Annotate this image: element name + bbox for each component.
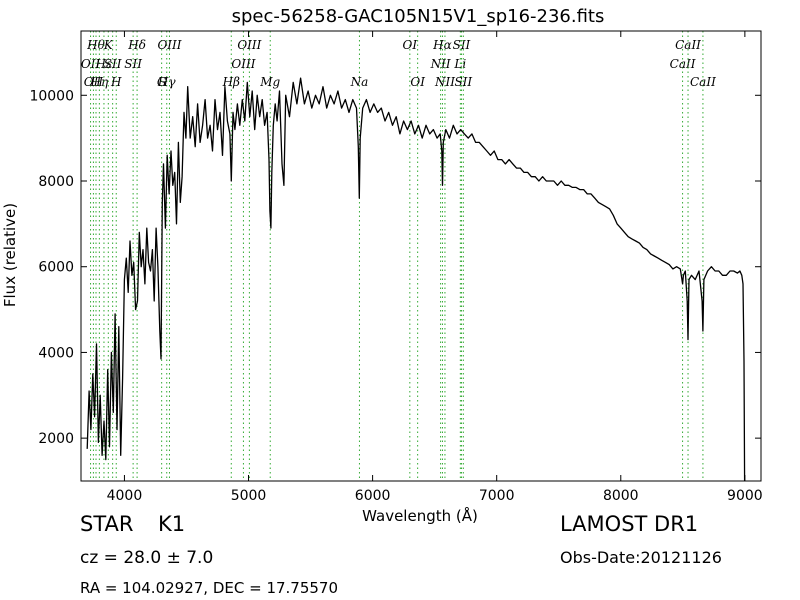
line-label-9: Hδ xyxy=(127,38,146,52)
sky-coordinates: RA = 104.02927, DEC = 17.75570 xyxy=(80,579,339,597)
line-label-26: CaII xyxy=(670,57,696,71)
line-label-18: OI xyxy=(403,38,418,52)
y-tick-label-2: 6000 xyxy=(38,260,74,276)
line-label-5: K xyxy=(103,38,114,52)
line-label-14: OIII xyxy=(231,57,255,71)
line-label-13: Hβ xyxy=(222,75,240,89)
x-tick-label-1: 5000 xyxy=(231,488,267,504)
line-label-24: SII xyxy=(453,38,471,52)
chart-title: spec-56258-GAC105N15V1_sp16-236.fits xyxy=(232,6,605,27)
line-label-3: Hη xyxy=(90,75,109,89)
line-label-28: CaII xyxy=(690,75,716,89)
y-tick-label-0: 2000 xyxy=(38,431,74,447)
redshift-value: cz = 28.0 ± 7.0 xyxy=(80,548,214,568)
y-axis-label: Flux (relative) xyxy=(1,203,19,307)
y-tick-label-3: 8000 xyxy=(38,174,74,190)
x-tick-label-0: 4000 xyxy=(107,488,143,504)
line-label-23: Li xyxy=(453,57,466,71)
observation-date: Obs-Date:20121126 xyxy=(560,548,722,567)
line-label-6: SII xyxy=(104,57,122,71)
x-tick-label-5: 9000 xyxy=(727,488,763,504)
axis-ticks: 4000 5000 6000 7000 8000 9000 2000 4000 6000 8000… xyxy=(29,31,763,504)
object-type: STAR xyxy=(80,512,134,536)
survey-name: LAMOST DR1 xyxy=(560,512,699,536)
plot-frame xyxy=(80,30,762,482)
x-tick-label-2: 6000 xyxy=(355,488,391,504)
line-label-12: OIII xyxy=(157,38,181,52)
line-label-1: OII xyxy=(84,75,104,89)
y-tick-label-1: 4000 xyxy=(38,345,74,361)
line-label-19: OI xyxy=(410,75,425,89)
line-label-22: NII xyxy=(434,75,455,89)
line-label-17: Na xyxy=(350,75,369,89)
x-tick-label-3: 7000 xyxy=(479,488,515,504)
line-label-2: Hθ xyxy=(86,38,105,52)
line-label-27: CaII xyxy=(675,38,701,52)
object-class: K1 xyxy=(158,512,186,536)
spectrum-line xyxy=(86,77,746,482)
y-tick-label-4: 10000 xyxy=(29,88,74,104)
spectral-line-markers: OIIOIIHθHηHεKSIIHSIIHδGHγOIIIHβOIIIOIIIM… xyxy=(81,31,716,481)
line-label-20: NII xyxy=(430,57,451,71)
line-label-25: SII xyxy=(454,75,472,89)
line-label-10: G xyxy=(157,75,167,89)
x-tick-label-4: 8000 xyxy=(603,488,639,504)
line-label-16: Mg xyxy=(259,75,280,89)
line-label-7: H xyxy=(110,75,122,89)
line-label-15: OIII xyxy=(237,38,261,52)
line-label-8: SII xyxy=(124,57,142,71)
x-axis-label: Wavelength (Å) xyxy=(362,506,478,525)
line-label-21: Hα xyxy=(432,38,452,52)
line-label-11: Hγ xyxy=(157,75,176,89)
